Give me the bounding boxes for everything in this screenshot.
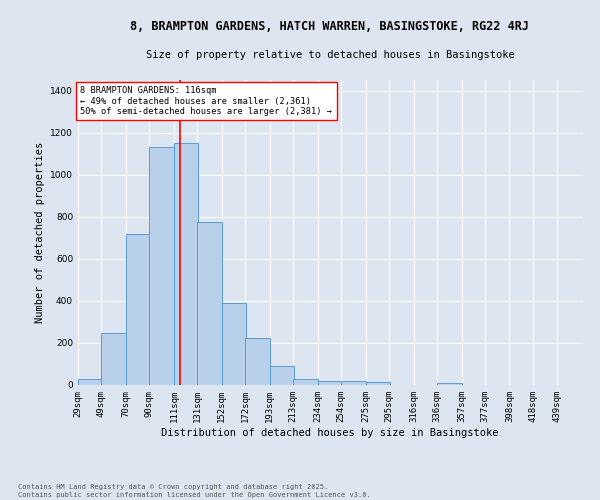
Text: 8 BRAMPTON GARDENS: 116sqm
← 49% of detached houses are smaller (2,361)
50% of s: 8 BRAMPTON GARDENS: 116sqm ← 49% of deta… [80, 86, 332, 116]
Text: 8, BRAMPTON GARDENS, HATCH WARREN, BASINGSTOKE, RG22 4RJ: 8, BRAMPTON GARDENS, HATCH WARREN, BASIN… [131, 20, 530, 33]
Bar [78, 379, 103, 385]
Bar [245, 338, 270, 385]
Bar [222, 303, 247, 385]
Bar [270, 366, 295, 385]
Bar [197, 222, 222, 385]
Y-axis label: Number of detached properties: Number of detached properties [35, 142, 44, 323]
Bar [341, 381, 365, 385]
Text: Size of property relative to detached houses in Basingstoke: Size of property relative to detached ho… [146, 50, 514, 60]
Bar [437, 383, 461, 385]
Bar [293, 379, 318, 385]
Bar [174, 143, 199, 385]
Bar [365, 382, 390, 385]
Bar [101, 333, 126, 385]
Text: Contains HM Land Registry data © Crown copyright and database right 2025.
Contai: Contains HM Land Registry data © Crown c… [18, 484, 371, 498]
Bar [149, 148, 174, 385]
Bar [126, 234, 151, 385]
Bar [318, 381, 342, 385]
X-axis label: Distribution of detached houses by size in Basingstoke: Distribution of detached houses by size … [161, 428, 499, 438]
